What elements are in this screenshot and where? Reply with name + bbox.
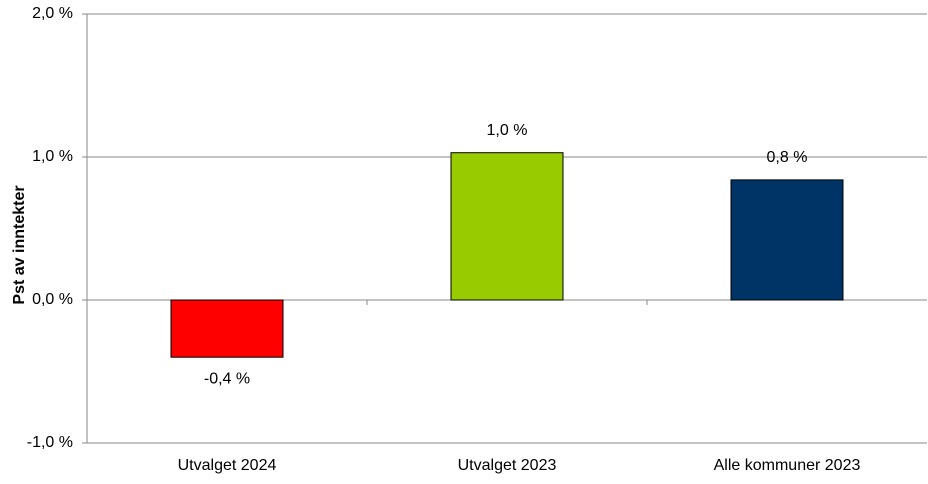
y-tick-label: 2,0 % <box>32 5 73 22</box>
x-tick-label: Alle kommuner 2023 <box>714 457 861 474</box>
y-tick-label: 0,0 % <box>32 291 73 308</box>
y-axis-label: Pst av inntekter <box>11 185 28 304</box>
x-tick-label: Utvalget 2023 <box>458 457 557 474</box>
bar <box>450 152 564 301</box>
value-label: 1,0 % <box>487 122 528 139</box>
y-tick-label: -1,0 % <box>27 434 73 451</box>
bar <box>170 299 284 358</box>
value-label: -0,4 % <box>204 370 250 387</box>
bar <box>730 179 844 301</box>
value-label: 0,8 % <box>767 149 808 166</box>
y-tick-label: 1,0 % <box>32 148 73 165</box>
x-tick-label: Utvalget 2024 <box>178 457 277 474</box>
